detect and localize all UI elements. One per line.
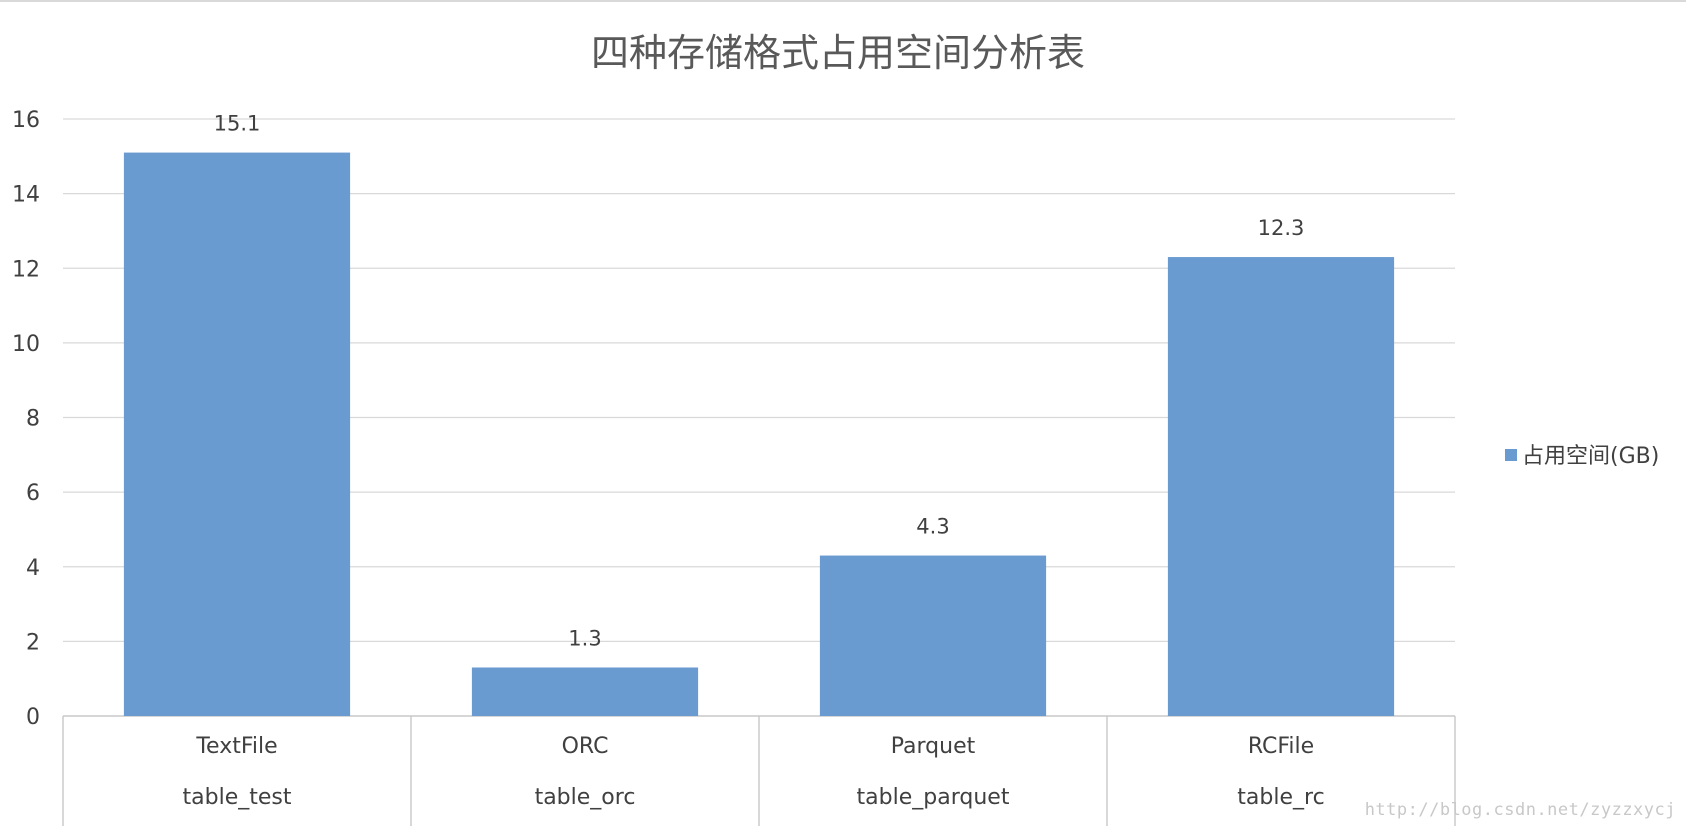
data-label: 4.3 [916,515,949,539]
bar [471,667,699,716]
data-labels: 15.1 1.3 4.3 12.3 [214,112,1305,651]
category-axis-table: TextFile table_test ORC table_orc Parquet tab… [62,716,1456,826]
data-label: 12.3 [1258,216,1305,240]
bar [123,152,351,717]
data-label: 15.1 [214,112,261,136]
y-tick-label: 14 [12,183,40,208]
legend: 占用空间(GB) [1505,444,1659,469]
y-tick-label: 12 [12,257,40,282]
category-label: Parquet [891,734,976,759]
category-label: ORC [562,734,609,759]
category-label: TextFile [195,734,277,759]
y-tick-label: 10 [12,332,40,357]
y-tick-label: 8 [26,407,40,432]
category-label: RCFile [1248,734,1314,759]
y-tick-label: 0 [26,705,40,730]
chart-title: 四种存储格式占用空间分析表 [591,31,1085,75]
data-label: 1.3 [568,626,601,650]
category-sublabel: table_parquet [857,785,1010,810]
category-sublabel: table_orc [535,785,636,810]
y-tick-label: 6 [26,481,40,506]
top-divider [0,0,1686,2]
watermark: http://blog.csdn.net/zyzzxycj [1364,800,1676,820]
y-axis-ticks: 0 2 4 6 8 10 12 14 16 [12,108,40,730]
bar [1167,257,1395,716]
category-sublabel: table_rc [1237,785,1324,810]
legend-swatch [1505,449,1517,461]
category-sublabel: table_test [183,785,292,810]
legend-label: 占用空间(GB) [1522,444,1659,469]
bar [819,555,1047,716]
y-tick-label: 4 [26,556,40,581]
y-tick-label: 2 [26,630,40,655]
bars [123,152,1395,717]
y-tick-label: 16 [12,108,40,133]
